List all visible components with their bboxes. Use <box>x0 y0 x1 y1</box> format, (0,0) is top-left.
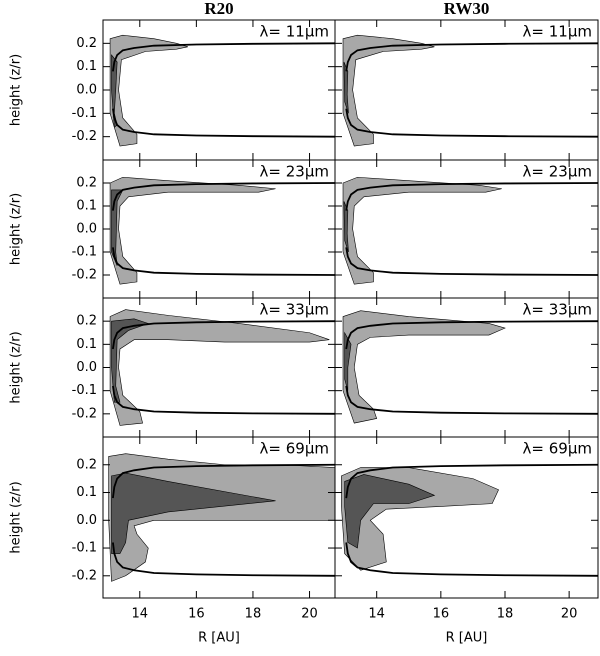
contour-region <box>111 318 150 403</box>
wavelength-label: λ= 69μm <box>260 440 329 458</box>
y-tick-label: -0.1 <box>72 245 97 260</box>
y-axis-label: height (z/r) <box>9 481 24 553</box>
surface-line <box>112 542 335 577</box>
plot-area <box>341 463 598 577</box>
surface-line <box>112 182 335 211</box>
contour-region <box>111 472 276 554</box>
wavelength-label: λ= 23μm <box>260 163 329 181</box>
surface-line <box>345 247 598 276</box>
contour-region <box>344 474 436 549</box>
surface-line <box>112 42 335 72</box>
surface-line <box>345 108 598 138</box>
contour-region <box>109 176 276 285</box>
plot-area <box>342 176 598 285</box>
surface-line <box>112 463 335 499</box>
surface-line <box>345 182 598 211</box>
panel-title: RW30 <box>444 0 490 18</box>
plot-area <box>342 34 598 147</box>
y-tick-label: -0.2 <box>72 406 97 421</box>
y-tick-label: 0.1 <box>76 59 97 74</box>
surface-line <box>112 385 335 415</box>
panel <box>108 453 335 582</box>
y-tick-label: 0.1 <box>76 199 97 214</box>
wavelength-label: λ= 23μm <box>523 163 592 181</box>
x-tick-label: 18 <box>245 607 262 622</box>
y-tick-label: 0.0 <box>76 360 97 375</box>
contour-region <box>342 310 506 424</box>
panel <box>109 309 335 426</box>
wavelength-label: λ= 11μm <box>260 23 329 41</box>
contour-region <box>342 176 502 285</box>
surface-line <box>345 42 598 72</box>
contour-region <box>342 34 435 147</box>
panel <box>109 34 335 147</box>
panel <box>342 310 598 424</box>
plot-area <box>108 453 335 582</box>
y-tick-label: -0.2 <box>72 268 97 283</box>
y-tick-label: 0.2 <box>76 314 97 329</box>
y-tick-label: 0.0 <box>76 83 97 98</box>
panel <box>342 176 598 285</box>
y-axis-label: height (z/r) <box>9 54 24 126</box>
y-tick-label: 0.0 <box>76 222 97 237</box>
y-tick-label: 0.0 <box>76 513 97 528</box>
y-tick-label: 0.2 <box>76 457 97 472</box>
x-tick-label: 20 <box>561 607 578 622</box>
contour-region <box>109 309 330 426</box>
plot-area <box>342 310 598 424</box>
y-tick-label: 0.1 <box>76 485 97 500</box>
surface-line <box>345 385 598 415</box>
x-tick-label: 18 <box>497 607 514 622</box>
y-tick-label: 0.2 <box>76 36 97 51</box>
wavelength-label: λ= 11μm <box>523 23 592 41</box>
y-axis-label: height (z/r) <box>9 331 24 403</box>
panel <box>342 34 598 147</box>
x-tick-label: 20 <box>301 607 318 622</box>
panel <box>109 176 335 285</box>
x-tick-label: 16 <box>433 607 450 622</box>
wavelength-label: λ= 33μm <box>523 301 592 319</box>
x-tick-label: 16 <box>188 607 205 622</box>
x-tick-label: 14 <box>368 607 385 622</box>
wavelength-label: λ= 33μm <box>260 301 329 319</box>
x-tick-label: 14 <box>132 607 149 622</box>
y-tick-label: -0.1 <box>72 106 97 121</box>
y-tick-label: 0.2 <box>76 176 97 191</box>
y-tick-label: 0.1 <box>76 337 97 352</box>
surface-line <box>345 320 598 350</box>
x-axis-label: R [AU] <box>446 631 488 646</box>
surface-line <box>112 108 335 138</box>
y-tick-label: -0.2 <box>72 568 97 583</box>
surface-line <box>112 247 335 276</box>
plot-area <box>109 309 335 426</box>
surface-line <box>345 542 598 577</box>
contour-region <box>109 34 188 147</box>
x-axis-label: R [AU] <box>198 631 240 646</box>
panel <box>341 463 598 577</box>
plot-area <box>109 176 335 285</box>
frame <box>334 436 599 599</box>
y-axis-label: height (z/r) <box>9 193 24 265</box>
y-tick-label: -0.1 <box>72 383 97 398</box>
y-tick-label: -0.1 <box>72 541 97 556</box>
surface-line <box>112 320 335 350</box>
plot-area <box>109 34 335 147</box>
panel-title: R20 <box>204 0 233 18</box>
y-tick-label: -0.2 <box>72 129 97 144</box>
wavelength-label: λ= 69μm <box>523 440 592 458</box>
surface-line <box>345 463 598 499</box>
